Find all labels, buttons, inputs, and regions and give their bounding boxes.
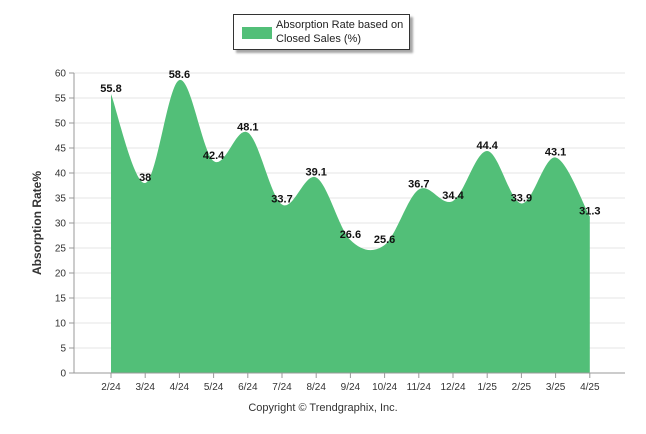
data-label: 42.4 [203, 150, 225, 162]
legend-swatch [242, 27, 272, 39]
data-labels: 55.8 38 58.6 42.4 48.1 33.7 39.1 26.6 25.6 36.7 34… [100, 69, 600, 246]
x-tick-label: 7/24 [272, 382, 292, 393]
data-label: 58.6 [169, 69, 190, 81]
x-tick-label: 2/25 [512, 382, 532, 393]
x-tick-label: 3/25 [546, 382, 566, 393]
y-tick-label: 60 [55, 69, 67, 80]
data-label: 26.6 [340, 229, 361, 241]
y-tick-label: 50 [55, 119, 67, 130]
y-tick-label: 55 [55, 94, 67, 105]
data-label: 44.4 [476, 140, 498, 152]
data-label: 33.7 [271, 194, 292, 206]
data-label: 48.1 [237, 122, 258, 134]
y-tick-label: 10 [55, 319, 67, 330]
data-label: 33.9 [511, 193, 532, 205]
data-label: 43.1 [545, 147, 566, 159]
data-label: 36.7 [408, 179, 429, 191]
y-tick-label: 30 [55, 219, 67, 230]
y-axis-title: Absorption Rate% [30, 170, 44, 276]
legend: Absorption Rate based on Closed Sales (%… [233, 14, 410, 50]
y-tick-label: 0 [60, 369, 66, 380]
x-tick-label: 6/24 [238, 382, 258, 393]
y-tick-label: 5 [60, 344, 66, 355]
x-tick-label: 2/24 [101, 382, 121, 393]
x-tick-label: 12/24 [440, 382, 465, 393]
data-label: 25.6 [374, 234, 395, 246]
y-tick-label: 20 [55, 269, 67, 280]
legend-label: Absorption Rate based on Closed Sales (%… [276, 19, 404, 45]
y-axis: 0 5 10 15 20 25 30 35 40 45 50 55 60 [55, 69, 75, 380]
data-label: 34.4 [442, 190, 464, 202]
x-tick-label: 1/25 [477, 382, 497, 393]
data-label: 55.8 [100, 83, 121, 95]
copyright-text: Copyright © Trendgraphix, Inc. [248, 402, 398, 414]
x-tick-label: 9/24 [341, 382, 361, 393]
x-tick-label: 5/24 [204, 382, 224, 393]
y-tick-label: 45 [55, 144, 67, 155]
y-tick-label: 40 [55, 169, 67, 180]
y-tick-label: 35 [55, 194, 67, 205]
x-tick-label: 4/25 [580, 382, 600, 393]
x-axis: 2/24 3/24 4/24 5/24 6/24 7/24 8/24 9/24 10/24 11/… [74, 372, 625, 393]
area-layer [111, 79, 590, 373]
x-tick-label: 3/24 [135, 382, 155, 393]
x-tick-label: 8/24 [306, 382, 326, 393]
y-tick-label: 15 [55, 294, 67, 305]
x-tick-label: 4/24 [170, 382, 190, 393]
x-tick-label: 10/24 [372, 382, 397, 393]
x-tick-label: 11/24 [407, 382, 432, 393]
data-label: 31.3 [579, 206, 600, 218]
data-label: 39.1 [305, 167, 326, 179]
area-series [111, 79, 590, 373]
data-label: 38 [139, 172, 151, 184]
y-tick-label: 25 [55, 244, 67, 255]
